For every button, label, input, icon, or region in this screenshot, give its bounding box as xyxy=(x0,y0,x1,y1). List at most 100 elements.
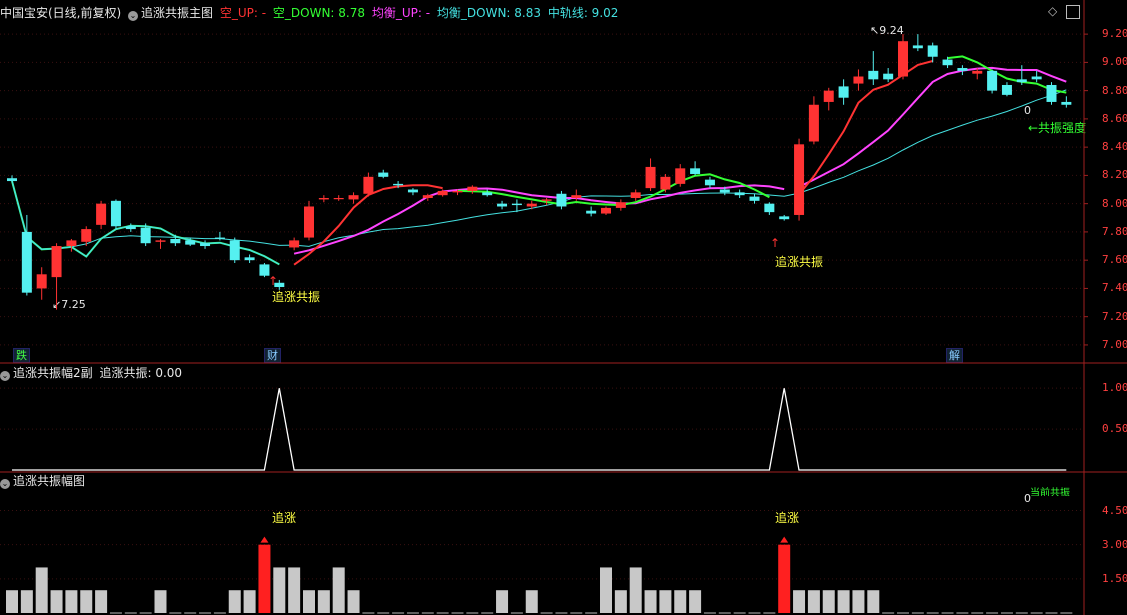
candle-body xyxy=(21,231,32,293)
signal-bar xyxy=(258,544,271,613)
dropdown-circle-icon[interactable]: ⌄ xyxy=(0,371,10,381)
candle-body xyxy=(1031,76,1042,80)
sub1-value: 追涨共振: 0.00 xyxy=(99,366,183,380)
stock-title: 中国宝安(日线,前复权) xyxy=(0,6,122,20)
candle-body xyxy=(912,45,923,49)
red-trend-line xyxy=(293,184,443,266)
candle-body xyxy=(601,207,611,214)
sub1-tick-label: 1.00 xyxy=(1102,381,1127,395)
sub2-tick-label: 4.50 xyxy=(1102,503,1127,517)
dropdown-circle-icon[interactable]: ⌄ xyxy=(0,479,10,489)
volume-bar xyxy=(614,590,627,613)
candle-body xyxy=(734,192,745,196)
signal-label: 追涨共振 xyxy=(775,255,824,269)
candle-body xyxy=(304,206,314,238)
candle-body xyxy=(170,238,181,244)
candle-body xyxy=(482,192,493,196)
candle-body xyxy=(155,240,166,242)
volume-bar xyxy=(496,590,509,613)
resonance-strength-note: ←共振强度 xyxy=(1028,121,1087,135)
candle-body xyxy=(363,176,374,194)
candle-body xyxy=(853,76,864,84)
candle-body xyxy=(66,240,77,247)
volume-bar xyxy=(35,567,48,613)
price-tick-label: 7.40 xyxy=(1102,281,1127,295)
sub2-title[interactable]: 追涨共振幅图 xyxy=(13,474,86,488)
candle-body xyxy=(422,195,433,199)
resonance-line xyxy=(12,388,1067,471)
volume-bar xyxy=(65,590,78,613)
candle-body xyxy=(333,198,344,200)
price-tick-label: 7.20 xyxy=(1102,309,1127,323)
signal-arrow-icon: ↑ xyxy=(268,274,279,288)
volume-bar xyxy=(867,590,880,613)
candle-body xyxy=(526,203,537,207)
candle-body xyxy=(318,198,329,200)
price-tick-label: 8.60 xyxy=(1102,111,1127,125)
sub2-zero-label: 0 xyxy=(1024,492,1031,505)
arrow-up-icon xyxy=(780,536,789,543)
candle-body xyxy=(125,226,136,230)
sub2-header: ⌄ 追涨共振幅图 xyxy=(0,474,88,489)
candle-body xyxy=(541,199,552,201)
signal-label: 追涨共振 xyxy=(272,290,321,304)
candle-body xyxy=(942,59,953,66)
j-up-value: 均衡_UP: - xyxy=(371,6,431,20)
sub1-title[interactable]: 追涨共振幅2副 xyxy=(13,366,93,380)
volume-bar xyxy=(807,590,820,613)
price-tick-label: 7.80 xyxy=(1102,224,1127,238)
volume-bar xyxy=(347,590,360,613)
candle-body xyxy=(704,179,715,186)
volume-bar xyxy=(273,567,286,613)
volume-bar xyxy=(822,590,835,613)
sub1-header: ⌄ 追涨共振幅2副 追涨共振: 0.00 xyxy=(0,366,185,381)
candle-body xyxy=(348,195,359,200)
candle-body xyxy=(556,193,567,207)
maximize-icon[interactable] xyxy=(1066,5,1080,19)
candle-body xyxy=(586,210,597,214)
volume-bar xyxy=(525,590,538,613)
candle-body xyxy=(972,70,983,74)
price-tick-label: 9.20 xyxy=(1102,27,1127,41)
volume-bar xyxy=(629,567,642,613)
candle-body xyxy=(185,240,196,245)
candle-body xyxy=(467,186,478,191)
volume-bar xyxy=(154,590,167,613)
candle-body xyxy=(690,168,701,174)
price-tick-label: 9.00 xyxy=(1102,55,1127,69)
volume-bar xyxy=(659,590,672,613)
candle-body xyxy=(898,41,908,77)
candle-body xyxy=(779,216,790,220)
green-trend-line xyxy=(457,173,770,207)
candle-body xyxy=(51,246,62,278)
sub2-current-note: 当前共振 xyxy=(1030,488,1070,496)
candle-body xyxy=(511,203,522,206)
candle-body xyxy=(214,237,225,239)
candle-body xyxy=(7,178,17,182)
candle-body xyxy=(244,257,255,261)
volume-bar xyxy=(332,567,345,613)
volume-bar xyxy=(303,590,315,613)
volume-bar xyxy=(95,590,108,613)
candle-body xyxy=(407,189,418,193)
indicator-name[interactable]: 追涨共振主图 xyxy=(141,6,214,20)
price-tick-label: 8.80 xyxy=(1102,83,1127,97)
diamond-icon[interactable]: ◇ xyxy=(1048,4,1058,18)
volume-bar xyxy=(689,590,702,613)
candle-body xyxy=(289,240,300,248)
price-tick-label: 7.60 xyxy=(1102,253,1127,267)
arrow-up-icon xyxy=(260,536,269,543)
sub2-signal-label: 追涨 xyxy=(775,511,800,525)
dropdown-circle-icon[interactable]: ⌄ xyxy=(128,11,139,21)
volume-bar xyxy=(228,590,241,613)
candle-body xyxy=(719,189,730,193)
candle-body xyxy=(808,104,819,142)
candle-body xyxy=(838,86,849,98)
candle-body xyxy=(764,203,775,213)
candle-body xyxy=(452,190,463,193)
volume-bar xyxy=(793,590,806,613)
mid-band-line xyxy=(11,89,1067,250)
volume-bar xyxy=(317,590,330,613)
volume-bar xyxy=(288,567,301,613)
